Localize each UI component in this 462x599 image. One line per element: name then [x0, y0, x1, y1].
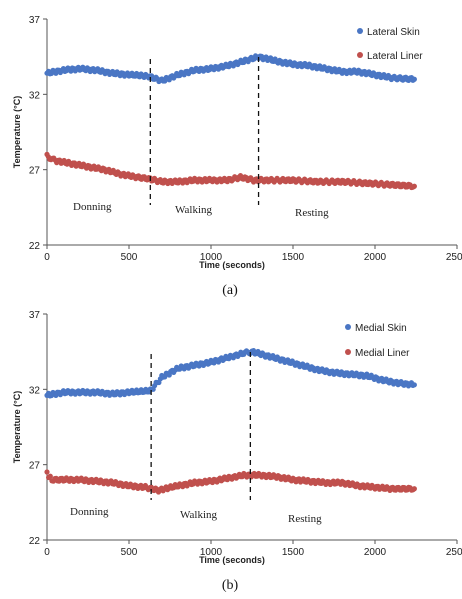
x-axis-label: Time (seconds) [199, 555, 265, 565]
x-tick-label: 500 [121, 547, 138, 558]
y-tick-label: 32 [29, 90, 41, 101]
data-point [44, 469, 50, 475]
x-axis-label: Time (seconds) [199, 260, 265, 270]
x-tick-label: 1500 [282, 252, 305, 263]
x-tick-label: 500 [121, 252, 138, 263]
y-axis-label: Temperature (°C) [12, 391, 22, 463]
phase-label-donning: Donning [70, 506, 109, 518]
legend-label: Lateral Skin [367, 27, 420, 38]
panel-caption: (a) [222, 283, 238, 298]
legend-label: Medial Liner [355, 348, 410, 359]
series-medial-liner [44, 469, 417, 495]
chart-panel-b: 22 27 32 37 0 500 1000 1500 2000 2500 Time (second… [12, 310, 462, 593]
series-medial-skin [44, 348, 417, 399]
y-tick-label: 27 [29, 166, 41, 177]
y-tick-label: 32 [29, 385, 41, 396]
data-point [47, 473, 53, 479]
legend-label: Medial Skin [355, 323, 407, 334]
x-tick-label: 2000 [364, 252, 387, 263]
phase-label-resting: Resting [288, 513, 322, 525]
data-point [411, 183, 417, 189]
phase-label-walking: Walking [175, 204, 212, 216]
panel-caption: (b) [222, 578, 239, 593]
series-lateral-liner [44, 151, 417, 191]
chart-panel-a: 22 27 32 37 0 500 1000 1500 2000 2500 Time (second… [12, 15, 462, 298]
x-tick-label: 2000 [364, 547, 387, 558]
phase-label-donning: Donning [73, 201, 112, 213]
data-point [411, 382, 417, 388]
x-tick-label: 0 [44, 547, 50, 558]
y-tick-label: 22 [29, 241, 41, 252]
legend-marker [345, 349, 351, 355]
phase-label-resting: Resting [295, 207, 329, 219]
y-axis-label: Temperature (°C) [12, 96, 22, 168]
x-tick-label: 0 [44, 252, 50, 263]
y-tick-label: 37 [29, 310, 41, 321]
legend-marker [345, 324, 351, 330]
series-lateral-skin [44, 53, 417, 85]
x-tick-label: 1500 [282, 547, 305, 558]
x-tick-label: 2500 [446, 547, 462, 558]
legend-marker [357, 28, 363, 34]
legend-marker [357, 52, 363, 58]
data-point [411, 486, 417, 492]
legend-label: Lateral Liner [367, 51, 423, 62]
x-tick-label: 1000 [200, 252, 223, 263]
x-tick-label: 1000 [200, 547, 223, 558]
y-tick-label: 27 [29, 461, 41, 472]
phase-label-walking: Walking [180, 509, 217, 521]
x-tick-label: 2500 [446, 252, 462, 263]
data-point [411, 76, 417, 82]
y-tick-label: 37 [29, 15, 41, 26]
y-tick-label: 22 [29, 536, 41, 547]
